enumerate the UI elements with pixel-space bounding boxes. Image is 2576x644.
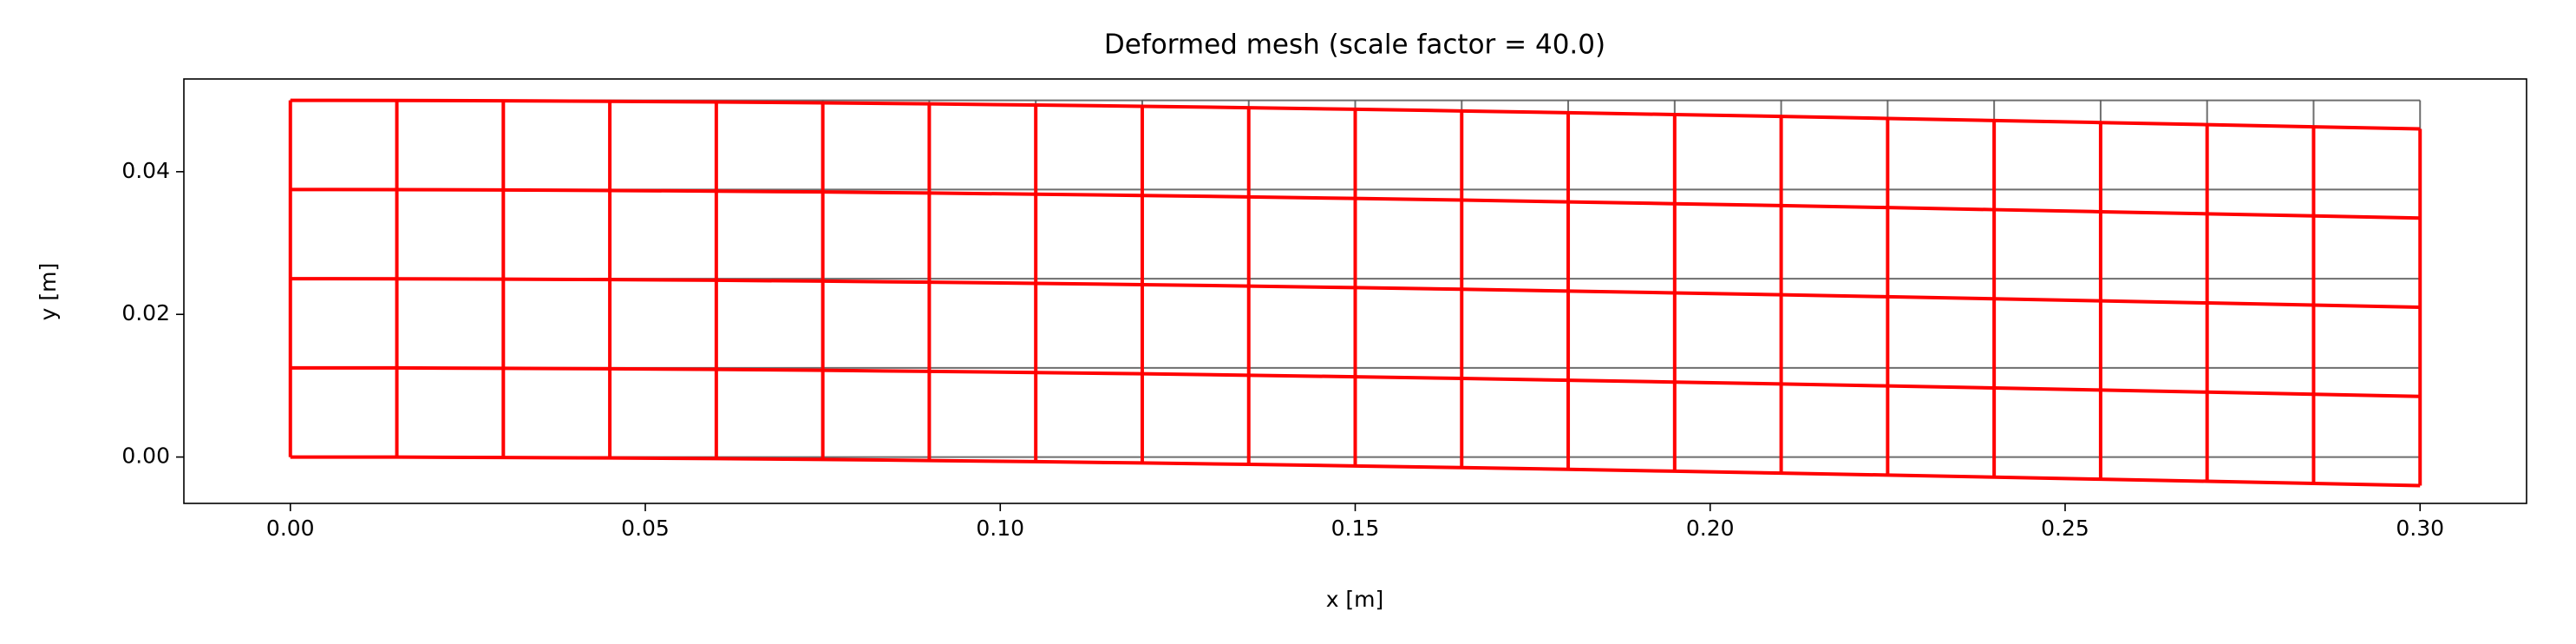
x-tick-label: 0.15 bbox=[1331, 516, 1380, 541]
chart-title: Deformed mesh (scale factor = 40.0) bbox=[1104, 30, 1605, 61]
y-tick-label: 0.04 bbox=[121, 158, 170, 183]
x-tick-label: 0.05 bbox=[621, 516, 670, 541]
x-tick-label: 0.25 bbox=[2041, 516, 2089, 541]
x-axis-label: x [m] bbox=[1326, 587, 1384, 612]
x-tick-label: 0.30 bbox=[2396, 516, 2444, 541]
x-tick-label: 0.10 bbox=[976, 516, 1024, 541]
plot-frame bbox=[183, 78, 2527, 504]
y-axis-label: y [m] bbox=[36, 263, 61, 321]
y-tick-label: 0.00 bbox=[121, 444, 170, 469]
x-tick-label: 0.20 bbox=[1686, 516, 1735, 541]
x-tick-label: 0.00 bbox=[266, 516, 315, 541]
y-tick-label: 0.02 bbox=[121, 300, 170, 325]
